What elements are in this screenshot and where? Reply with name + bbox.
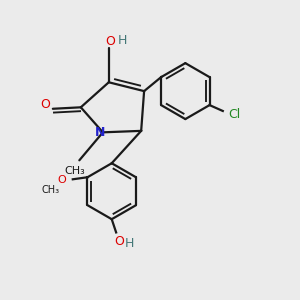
Text: O: O [105,35,115,48]
Text: N: N [95,126,105,139]
Text: O: O [58,175,66,184]
Text: CH₃: CH₃ [41,185,59,196]
Text: CH₃: CH₃ [64,166,85,176]
Text: O: O [40,98,50,111]
Text: O: O [114,235,124,248]
Text: Cl: Cl [229,108,241,121]
Text: H: H [117,34,127,47]
Text: H: H [125,237,134,250]
